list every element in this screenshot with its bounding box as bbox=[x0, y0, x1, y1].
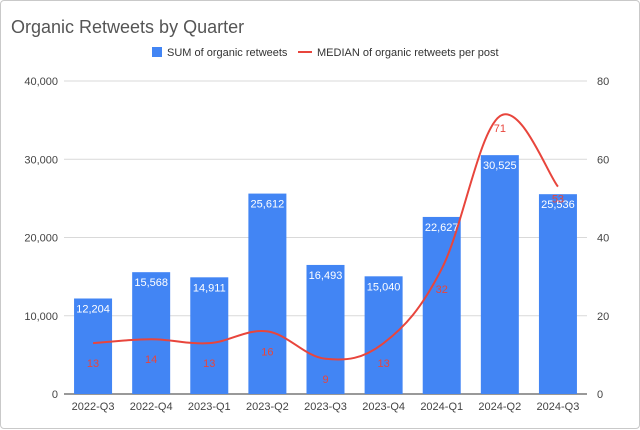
median-line bbox=[92, 113, 559, 361]
y-left-tick-label: 40,000 bbox=[24, 76, 58, 88]
y-left-tick-label: 20,000 bbox=[24, 233, 58, 245]
x-tick-label: 2023-Q2 bbox=[246, 401, 289, 413]
legend-swatch-bars bbox=[152, 47, 162, 57]
x-tick-label: 2023-Q4 bbox=[362, 401, 405, 413]
x-tick-label: 2024-Q2 bbox=[478, 401, 521, 413]
legend-label-bars: SUM of organic retweets bbox=[167, 47, 288, 59]
y-left-tick-label: 10,000 bbox=[24, 311, 58, 323]
legend-label-line: MEDIAN of organic retweets per post bbox=[317, 47, 499, 59]
x-tick-label: 2024-Q1 bbox=[420, 401, 463, 413]
y-right-tick-label: 80 bbox=[597, 76, 609, 88]
bar-data-label: 16,493 bbox=[309, 270, 343, 282]
x-tick-label: 2022-Q3 bbox=[72, 401, 115, 413]
line-data-label: 13 bbox=[377, 358, 389, 370]
bar bbox=[364, 276, 403, 394]
y-right-tick-label: 20 bbox=[597, 311, 609, 323]
line-data-label: 14 bbox=[145, 354, 157, 366]
bar-data-label: 14,911 bbox=[193, 282, 226, 294]
x-tick-label: 2024-Q3 bbox=[537, 401, 580, 413]
bar bbox=[422, 216, 461, 394]
bar bbox=[248, 193, 287, 394]
line-data-label: 53 bbox=[552, 194, 564, 206]
bar-data-label: 12,204 bbox=[76, 304, 110, 316]
y-right-tick-label: 60 bbox=[597, 154, 609, 166]
line-data-label: 13 bbox=[87, 358, 99, 370]
bar bbox=[306, 264, 345, 394]
bar bbox=[190, 277, 229, 394]
line-data-label: 13 bbox=[203, 358, 215, 370]
bar-data-label: 25,536 bbox=[541, 199, 575, 211]
bar-data-label: 15,040 bbox=[367, 281, 401, 293]
bar-data-label: 30,525 bbox=[483, 160, 517, 172]
x-tick-label: 2023-Q3 bbox=[304, 401, 347, 413]
bar-data-label: 25,612 bbox=[251, 199, 285, 211]
x-tick-label: 2023-Q1 bbox=[188, 401, 231, 413]
bar bbox=[132, 272, 171, 394]
y-left-tick-label: 0 bbox=[52, 389, 58, 401]
line-data-label: 32 bbox=[436, 284, 448, 296]
bar bbox=[480, 155, 519, 394]
bar-data-label: 22,627 bbox=[425, 222, 459, 234]
bar-data-label: 15,568 bbox=[134, 277, 168, 289]
y-right-tick-label: 0 bbox=[597, 389, 603, 401]
line-data-label: 71 bbox=[494, 123, 506, 135]
bar bbox=[538, 194, 577, 394]
line-data-label: 9 bbox=[322, 374, 328, 386]
y-left-tick-label: 30,000 bbox=[24, 154, 58, 166]
line-data-label: 16 bbox=[261, 346, 273, 358]
chart-title: Organic Retweets by Quarter bbox=[11, 17, 245, 37]
bar bbox=[74, 298, 113, 394]
x-tick-label: 2022-Q4 bbox=[130, 401, 173, 413]
y-right-tick-label: 40 bbox=[597, 233, 609, 245]
